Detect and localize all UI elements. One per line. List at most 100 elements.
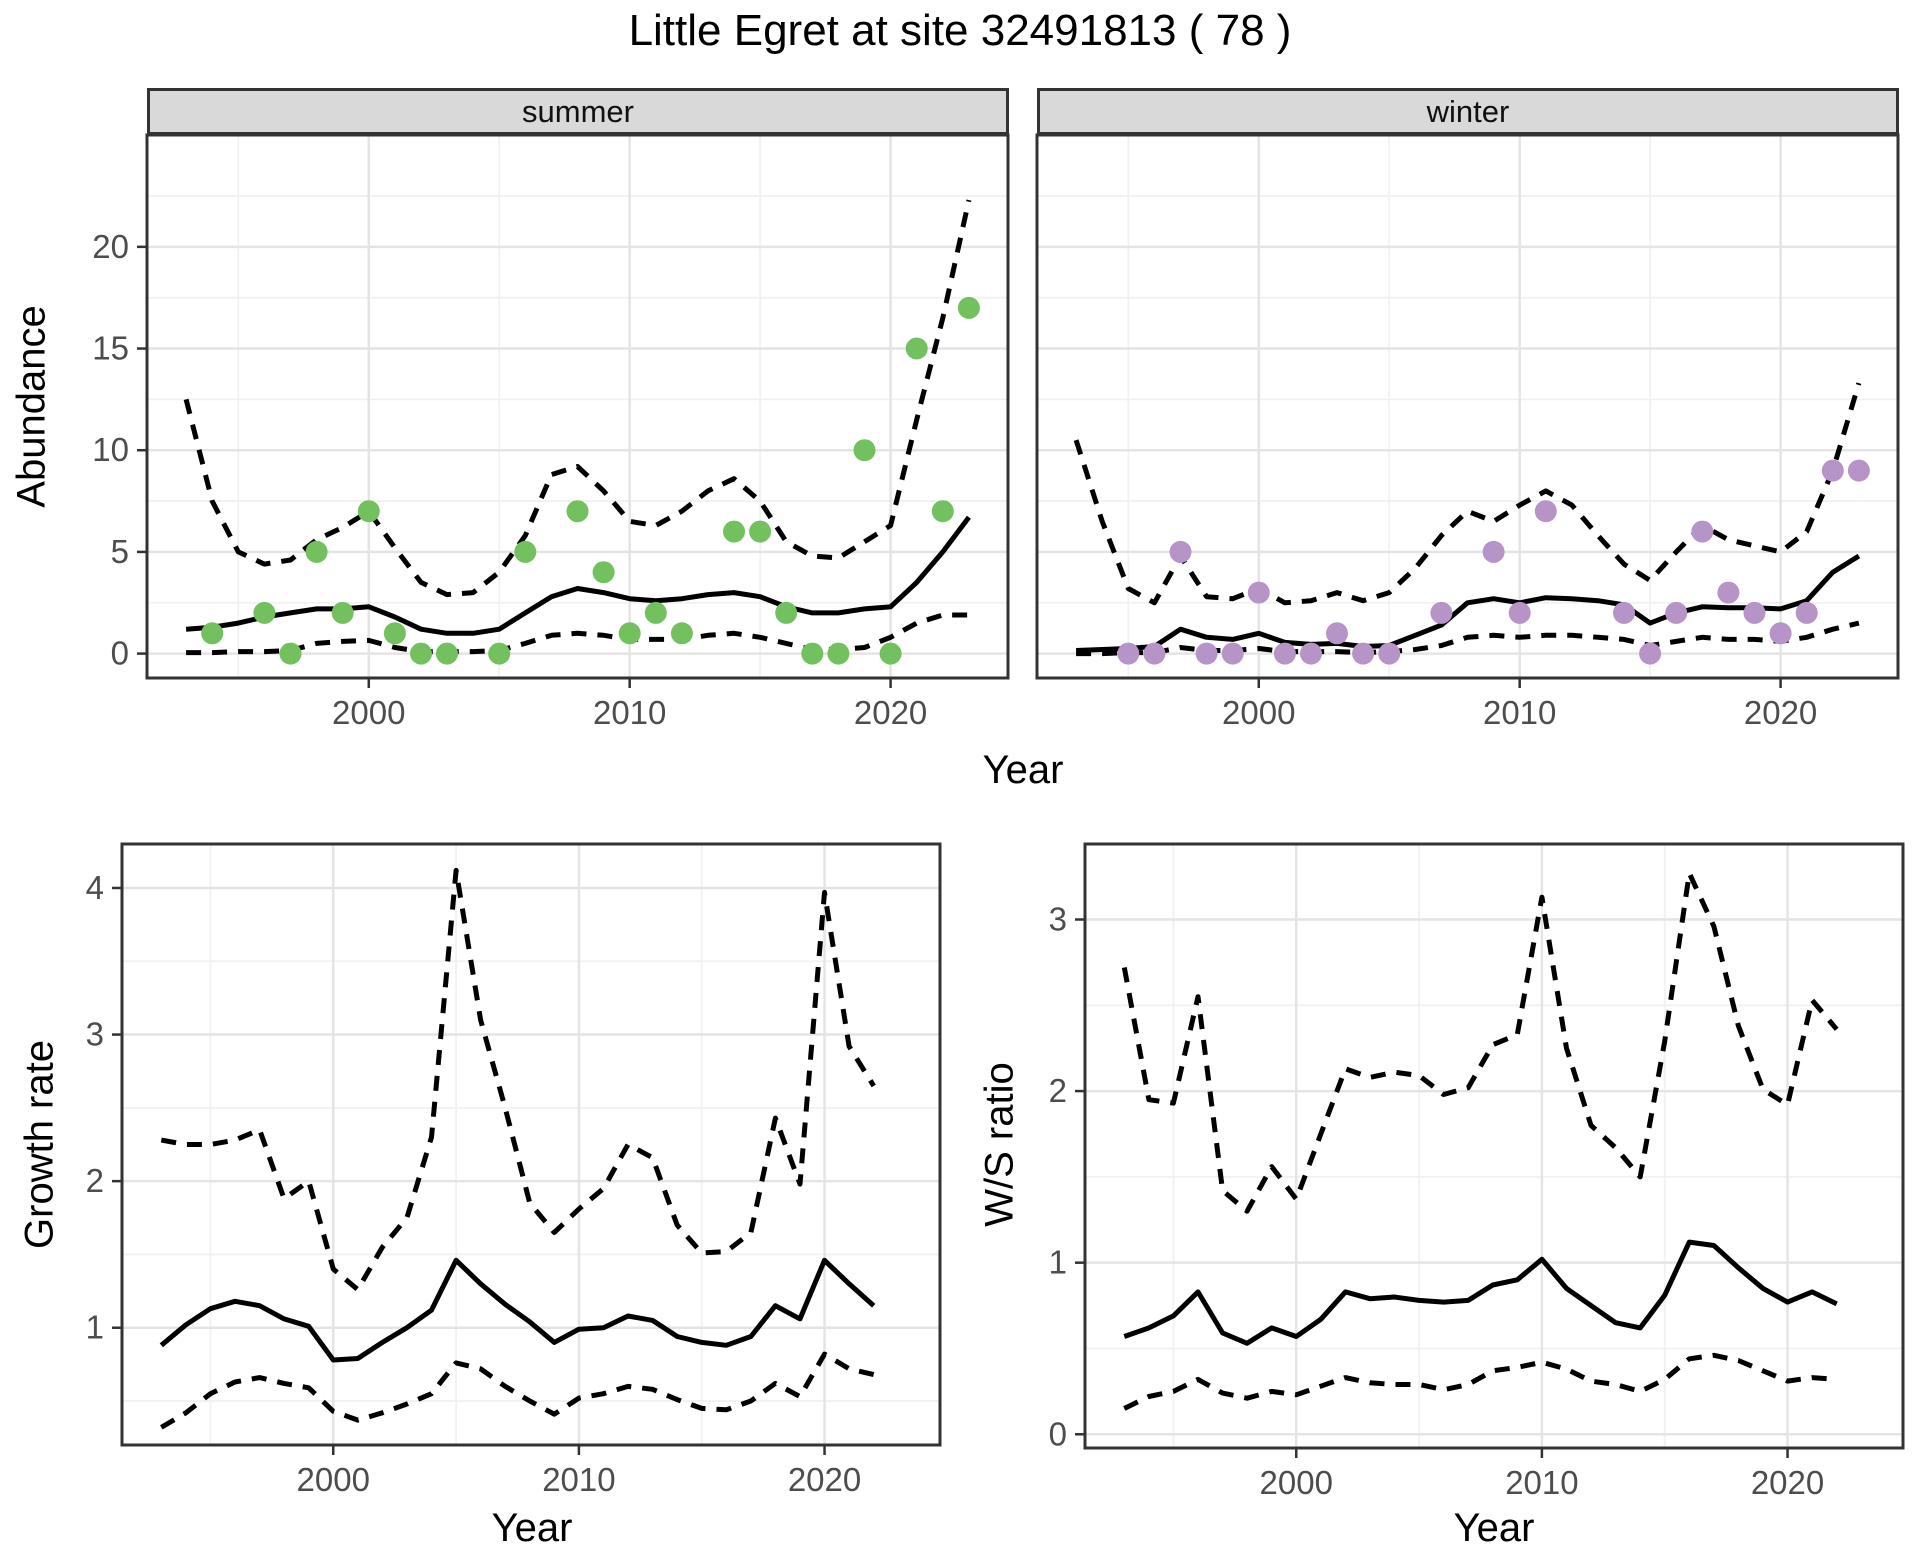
facet-strip-winter-label: winter [1426, 93, 1510, 129]
observed-point [1195, 642, 1218, 665]
observed-point [905, 337, 928, 360]
x-tick-label: 2010 [1505, 1464, 1578, 1501]
observed-point [1326, 622, 1348, 645]
observed-winter-counts [1117, 459, 1870, 665]
y-tick-label: 2 [1049, 1072, 1067, 1109]
y-tick-label: 15 [92, 330, 129, 367]
x-axis-title-top: Year [982, 748, 1064, 792]
observed-point [566, 500, 589, 523]
observed-point [410, 642, 432, 665]
observed-point [357, 500, 380, 523]
observed-point [1352, 642, 1375, 665]
observed-point [514, 540, 537, 563]
observed-point [853, 439, 876, 462]
observed-point [775, 601, 798, 624]
series-lower-ci-line [1123, 1352, 1837, 1411]
observed-point [1534, 500, 1557, 523]
observed-point [879, 642, 902, 665]
observed-point [279, 642, 302, 665]
observed-point [1482, 540, 1505, 563]
x-axis-title-bottom-right: Year [1453, 1506, 1535, 1550]
facet-strip-winter: winter [1037, 88, 1899, 135]
y-tick-label: 10 [92, 431, 129, 468]
panel-ws-ratio: 2000 2010 2020 0 1 2 3 [1049, 842, 1905, 1501]
page-title: Little Egret at site 32491813 ( 78 ) [628, 6, 1292, 55]
series-fitted-line [185, 515, 971, 636]
x-tick-label: 2000 [1260, 1464, 1333, 1501]
observed-point [1430, 601, 1453, 624]
observed-point [1743, 601, 1766, 624]
x-tick-label: 2000 [297, 1461, 370, 1498]
observed-point [644, 601, 667, 624]
x-tick-label: 2000 [1222, 694, 1295, 731]
observed-point [436, 642, 458, 665]
panel-abundance-summer: 2000 2010 2020 0 5 10 15 20 [92, 133, 1010, 731]
y-tick-label: 5 [111, 533, 129, 570]
observed-point [201, 622, 224, 645]
observed-point [1717, 581, 1740, 604]
observed-point [331, 601, 354, 624]
series-upper-ci-line [160, 867, 876, 1293]
panel-border [120, 842, 942, 1447]
x-tick-label: 2020 [788, 1461, 861, 1498]
series-upper-ci-line [1121, 870, 1839, 1214]
observed-point [253, 601, 276, 624]
panel-border [1035, 133, 1900, 680]
x-tick-label: 2000 [332, 694, 405, 731]
y-tick-label: 2 [86, 1162, 104, 1199]
observed-point [1769, 622, 1792, 645]
y-tick-label: 0 [1049, 1415, 1067, 1452]
observed-point [931, 500, 954, 523]
x-tick-label: 2020 [1744, 694, 1817, 731]
y-tick-label: 0 [111, 635, 129, 672]
observed-point [488, 642, 511, 665]
x-tick-label: 2020 [1751, 1464, 1824, 1501]
observed-point [801, 642, 824, 665]
series-lower-ci-line [186, 612, 969, 656]
series-fitted-line [1076, 553, 1861, 653]
observed-point [1847, 459, 1870, 482]
observed-point [1247, 581, 1270, 604]
y-tick-label: 3 [1049, 901, 1067, 938]
series-fitted-line [159, 1257, 876, 1363]
observed-point [1117, 642, 1140, 665]
observed-point [1143, 642, 1166, 665]
y-tick-label: 3 [86, 1016, 104, 1053]
panel-growth-rate: 2000 2010 2020 1 2 3 4 [86, 842, 942, 1498]
facet-strip-summer: summer [147, 88, 1009, 135]
x-tick-label: 2020 [854, 694, 927, 731]
observed-point [1378, 642, 1401, 665]
series-lower-ci-line [1076, 620, 1860, 657]
observed-point [1665, 601, 1688, 624]
observed-point [305, 540, 328, 563]
y-axis-title-growth-rate: Growth rate [17, 1040, 62, 1249]
observed-point [1639, 642, 1662, 665]
series-lines [159, 867, 876, 1430]
y-axis-title-ws-ratio: W/S ratio [977, 1062, 1022, 1227]
observed-point [957, 296, 980, 319]
series-upper-ci-line [183, 199, 972, 598]
observed-point [1691, 520, 1714, 543]
observed-point [723, 520, 745, 543]
observed-point [1273, 642, 1296, 665]
facet-strip-summer-label: summer [522, 93, 634, 129]
x-tick-label: 2010 [542, 1461, 615, 1498]
panel-border [1083, 842, 1905, 1450]
observed-summer-counts [201, 296, 980, 665]
observed-point [1795, 601, 1818, 624]
panel-abundance-winter: 2000 2010 2020 [1035, 133, 1900, 731]
observed-point [618, 622, 641, 645]
x-tick-label: 2010 [1483, 694, 1556, 731]
series-lines [1073, 382, 1862, 657]
observed-point [1508, 601, 1531, 624]
observed-point [749, 520, 772, 543]
x-axis-title-bottom-left: Year [491, 1506, 573, 1550]
panel-border [145, 133, 1010, 680]
series-lower-ci-line [160, 1351, 875, 1430]
observed-point [670, 622, 693, 645]
y-tick-label: 1 [1049, 1244, 1067, 1281]
series-lines [183, 199, 972, 656]
y-tick-label: 1 [86, 1309, 104, 1346]
observed-point [592, 561, 615, 584]
